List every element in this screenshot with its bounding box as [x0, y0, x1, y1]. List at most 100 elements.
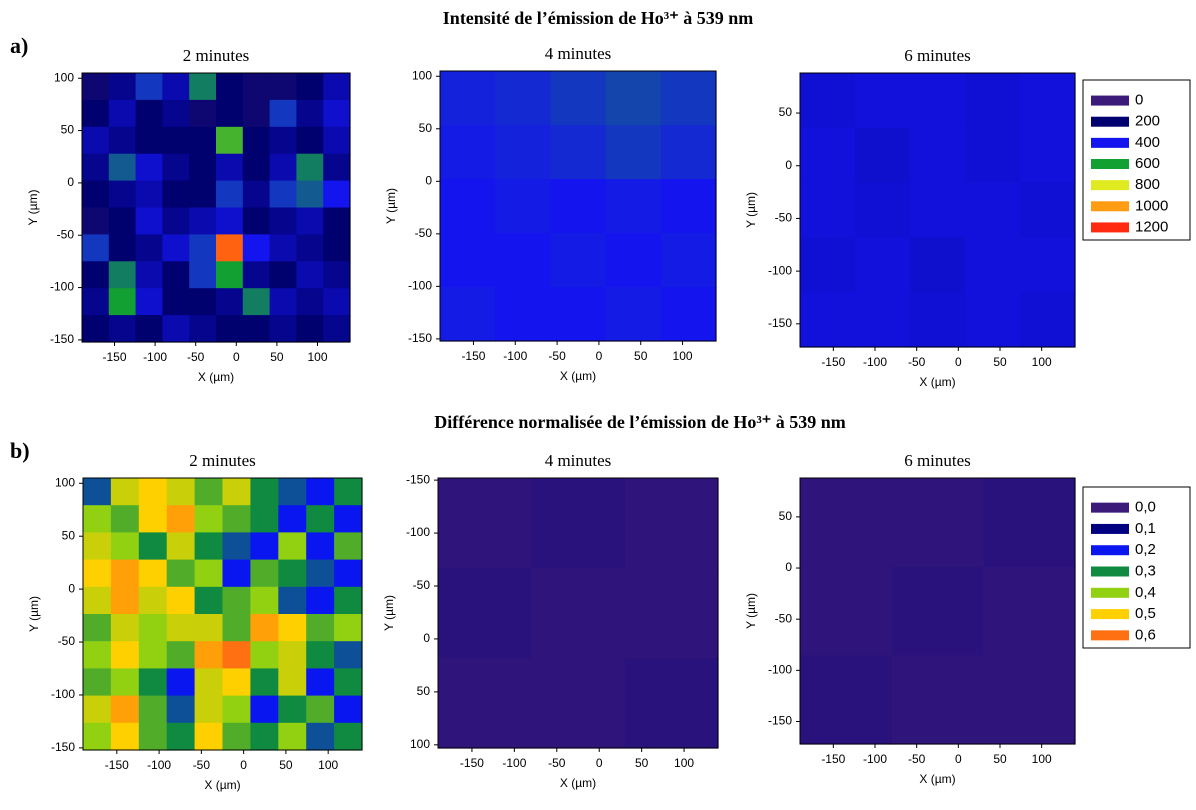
heat-cell: [531, 478, 626, 569]
heat-cell: [166, 722, 196, 751]
legend-label: 0,1: [1135, 520, 1156, 537]
heat-cell: [189, 126, 217, 155]
heat-cell: [242, 153, 271, 182]
heat-cell: [194, 695, 224, 724]
heat-cell: [250, 641, 279, 669]
heat-cell: [82, 180, 110, 209]
y-tick-label: -100: [406, 525, 430, 539]
heat-cell: [438, 568, 532, 659]
panel-label: a): [10, 33, 28, 58]
heat-cell: [222, 695, 251, 724]
legend-swatch: [1091, 566, 1129, 577]
y-tick-label: -100: [51, 687, 75, 701]
heat-cell: [138, 559, 168, 588]
y-axis-label: Y (µm): [744, 192, 758, 228]
x-axis-label: X (µm): [919, 772, 955, 786]
heat-cell: [110, 559, 140, 588]
heat-cell: [269, 261, 297, 289]
heat-cell: [138, 695, 168, 724]
heat-cell: [278, 559, 307, 588]
heat-cell: [135, 126, 163, 155]
y-tick-label: -150: [406, 472, 430, 486]
heat-cell: [306, 559, 335, 588]
heat-cell: [216, 153, 244, 182]
heat-cell: [323, 99, 351, 128]
heat-cell: [250, 614, 279, 642]
heat-cell: [108, 180, 137, 209]
plot-frame: [439, 70, 717, 342]
heat-cell: [965, 127, 1021, 184]
heat-cell: [216, 207, 244, 235]
plot-frame: [437, 477, 719, 749]
heat-cell: [306, 505, 335, 533]
heat-cell: [162, 73, 190, 101]
heat-cell: [83, 668, 112, 697]
legend-swatch: [1091, 545, 1129, 556]
heat-cell: [269, 153, 297, 182]
heat-cell: [138, 478, 168, 506]
legend-label: 400: [1135, 134, 1160, 151]
heat-cell: [323, 207, 351, 235]
heat-cell: [110, 586, 140, 615]
heat-cell: [166, 586, 196, 615]
heat-cell: [250, 695, 279, 724]
x-tick-label: 100: [673, 349, 693, 363]
heat-cell: [166, 668, 196, 697]
x-tick-label: -100: [502, 756, 526, 770]
heat-cell: [162, 180, 190, 209]
heat-cell: [166, 505, 196, 533]
heat-cell: [83, 695, 112, 724]
heat-cell: [83, 478, 112, 506]
x-axis-label: X (µm): [560, 776, 596, 790]
plot-frame: [82, 477, 363, 751]
heat-cell: [242, 99, 271, 128]
legend-swatch: [1091, 180, 1129, 191]
heat-cell: [278, 668, 307, 697]
heat-cell: [855, 73, 911, 129]
heat-cell: [296, 261, 324, 289]
heat-cell: [108, 126, 137, 155]
heat-cell: [334, 695, 363, 724]
legend-label: 0,2: [1135, 541, 1156, 558]
y-tick-label: -100: [50, 280, 74, 294]
heat-cell: [495, 179, 551, 234]
y-tick-label: -50: [415, 226, 433, 240]
heat-cell: [910, 127, 966, 184]
heat-cell: [605, 179, 662, 234]
y-tick-label: 50: [419, 121, 433, 135]
heat-cell: [910, 182, 966, 238]
y-tick-label: 50: [62, 528, 76, 542]
heat-cell: [194, 641, 224, 669]
heat-cell: [306, 478, 335, 506]
plot-frame: [799, 72, 1076, 348]
y-tick-label: 50: [61, 123, 75, 137]
heat-cell: [278, 532, 307, 561]
legend-label: 800: [1135, 176, 1160, 193]
heat-cell: [110, 722, 140, 751]
x-tick-label: 50: [634, 349, 648, 363]
legend-label: 0,5: [1135, 605, 1156, 622]
heat-cell: [334, 559, 363, 588]
legend-label: 0,3: [1135, 562, 1156, 579]
heat-cell: [800, 182, 856, 238]
heat-cell: [965, 182, 1021, 238]
heat-cell: [216, 126, 244, 155]
heat-cell: [296, 99, 324, 128]
y-tick-label: 50: [417, 684, 431, 698]
x-tick-label: -150: [821, 355, 845, 369]
y-axis-label: Y (µm): [384, 188, 398, 224]
heat-cell: [138, 532, 168, 561]
x-tick-label: 100: [1032, 752, 1052, 766]
heat-cell: [269, 234, 297, 262]
heat-cell: [269, 288, 297, 316]
heat-cell: [438, 658, 532, 749]
y-axis-label: Y (µm): [27, 596, 41, 632]
heat-cell: [306, 722, 335, 751]
heat-cell: [800, 655, 893, 745]
heat-cell: [82, 126, 110, 155]
heat-cell: [135, 207, 163, 235]
heat-cell: [965, 73, 1021, 129]
heat-cell: [550, 179, 607, 234]
y-tick-label: -50: [775, 611, 793, 625]
heat-cell: [222, 505, 251, 533]
